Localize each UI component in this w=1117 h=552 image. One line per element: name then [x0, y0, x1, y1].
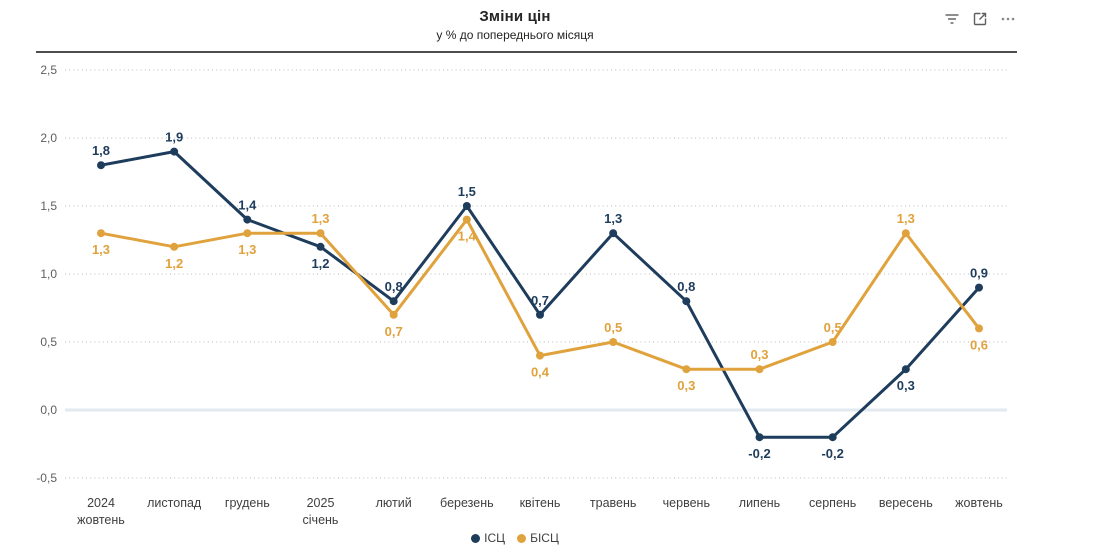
data-label: 1,2 [165, 256, 183, 271]
data-label: 0,7 [531, 293, 549, 308]
x-tick-label: липень [739, 496, 780, 510]
data-label: 1,3 [604, 211, 622, 226]
focus-mode-icon[interactable] [971, 10, 989, 28]
chart-legend: ІСЦ БІСЦ [0, 531, 1030, 545]
x-tick-label: 2025 [307, 496, 335, 510]
y-tick-label: 2,5 [40, 63, 57, 77]
data-label: 1,3 [897, 211, 915, 226]
data-label: 1,4 [458, 229, 477, 244]
data-label: 0,3 [750, 347, 768, 362]
y-tick-label: 2,0 [40, 131, 57, 145]
x-tick-label: лютий [376, 496, 412, 510]
legend-item-БІСЦ[interactable]: БІСЦ [517, 531, 559, 545]
data-label: 1,3 [311, 211, 329, 226]
series-БІСЦ: 1,3 1,2 1,3 1,3 0,7 1,4 0,4 0,5 0,3 0,3 0,5 1,3 0,6 [92, 211, 988, 393]
data-label: 1,3 [92, 242, 110, 257]
x-tick-label: червень [663, 496, 710, 510]
data-point[interactable] [975, 283, 983, 292]
data-point[interactable] [609, 338, 618, 346]
data-label: 1,3 [238, 242, 256, 257]
y-axis-labels: 2,5 2,0 1,5 1,0 0,5 0,0 -0,5 [36, 63, 57, 485]
data-label: 0,7 [385, 324, 403, 339]
filter-icon[interactable] [943, 10, 961, 28]
data-label: 1,5 [458, 184, 476, 199]
x-tick-label: 2024 [87, 496, 115, 510]
data-label: 1,9 [165, 130, 183, 145]
chart-subtitle: у % до попереднього місяця [436, 28, 594, 42]
data-label: -0,2 [821, 446, 843, 461]
data-label: 1,2 [311, 256, 329, 271]
data-point[interactable] [975, 324, 983, 333]
x-tick-label: грудень [225, 496, 270, 510]
data-label: -0,2 [748, 446, 770, 461]
y-tick-label: 1,5 [40, 199, 57, 213]
data-point[interactable] [536, 310, 544, 319]
data-point[interactable] [609, 229, 618, 238]
data-label: 1,8 [92, 143, 110, 158]
data-label: 0,3 [897, 378, 915, 393]
data-point[interactable] [243, 215, 252, 224]
data-point[interactable] [389, 310, 398, 319]
data-point[interactable] [536, 351, 544, 360]
data-point[interactable] [170, 242, 179, 251]
x-tick-label: жовтень [77, 513, 125, 527]
legend-item-ІСЦ[interactable]: ІСЦ [471, 531, 505, 545]
data-point[interactable] [755, 433, 764, 442]
x-tick-label: вересень [879, 496, 933, 510]
data-point[interactable] [170, 147, 179, 156]
series-ІСЦ: 1,8 1,9 1,4 1,2 0,8 1,5 0,7 1,3 0,8 -0,2 -0,2 0,3 0,… [92, 130, 988, 462]
chart-title: Зміни цін [479, 8, 551, 25]
data-point[interactable] [462, 215, 471, 224]
data-point[interactable] [755, 365, 764, 374]
data-point[interactable] [462, 202, 471, 210]
x-tick-label: січень [303, 513, 339, 527]
data-point[interactable] [682, 297, 691, 306]
data-point[interactable] [243, 229, 252, 238]
data-point[interactable] [901, 229, 910, 238]
data-point[interactable] [389, 297, 398, 306]
y-tick-label: -0,5 [36, 471, 57, 485]
legend-label: ІСЦ [484, 531, 506, 545]
data-point[interactable] [97, 229, 105, 238]
data-point[interactable] [828, 433, 837, 442]
header-divider [36, 51, 1017, 53]
more-options-icon[interactable] [999, 10, 1017, 28]
data-label: 0,4 [531, 365, 550, 380]
x-tick-label: листопад [147, 496, 202, 510]
data-point[interactable] [828, 338, 837, 346]
data-label: 0,3 [677, 378, 695, 393]
data-point[interactable] [316, 242, 325, 251]
legend-label: БІСЦ [530, 531, 559, 545]
x-tick-label: жовтень [955, 496, 1003, 510]
data-label: 0,6 [970, 337, 988, 352]
x-tick-label: березень [440, 496, 494, 510]
data-point[interactable] [901, 365, 910, 374]
legend-dot-icon [471, 533, 481, 543]
gridlines [65, 69, 1007, 479]
x-tick-label: квітень [520, 496, 561, 510]
visual-toolbar [943, 10, 1017, 28]
data-label: 0,5 [824, 320, 842, 335]
chart-header: Зміни цін у % до попереднього місяця [0, 8, 1030, 42]
data-label: 0,9 [970, 266, 988, 281]
x-tick-label: травень [590, 496, 637, 510]
y-tick-label: 1,0 [40, 267, 57, 281]
data-point[interactable] [682, 365, 691, 374]
data-label: 0,5 [604, 320, 622, 335]
data-point[interactable] [97, 161, 105, 170]
legend-dot-icon [517, 533, 527, 543]
data-label: 1,4 [238, 198, 257, 213]
x-tick-label: серпень [809, 496, 856, 510]
x-axis-labels: 2024 жовтень листопад грудень 2025 січень люти… [77, 496, 1003, 527]
y-tick-label: 0,5 [40, 335, 57, 349]
y-tick-label: 0,0 [40, 403, 57, 417]
data-label: 0,8 [385, 279, 403, 294]
data-label: 0,8 [677, 279, 695, 294]
data-point[interactable] [316, 229, 325, 238]
